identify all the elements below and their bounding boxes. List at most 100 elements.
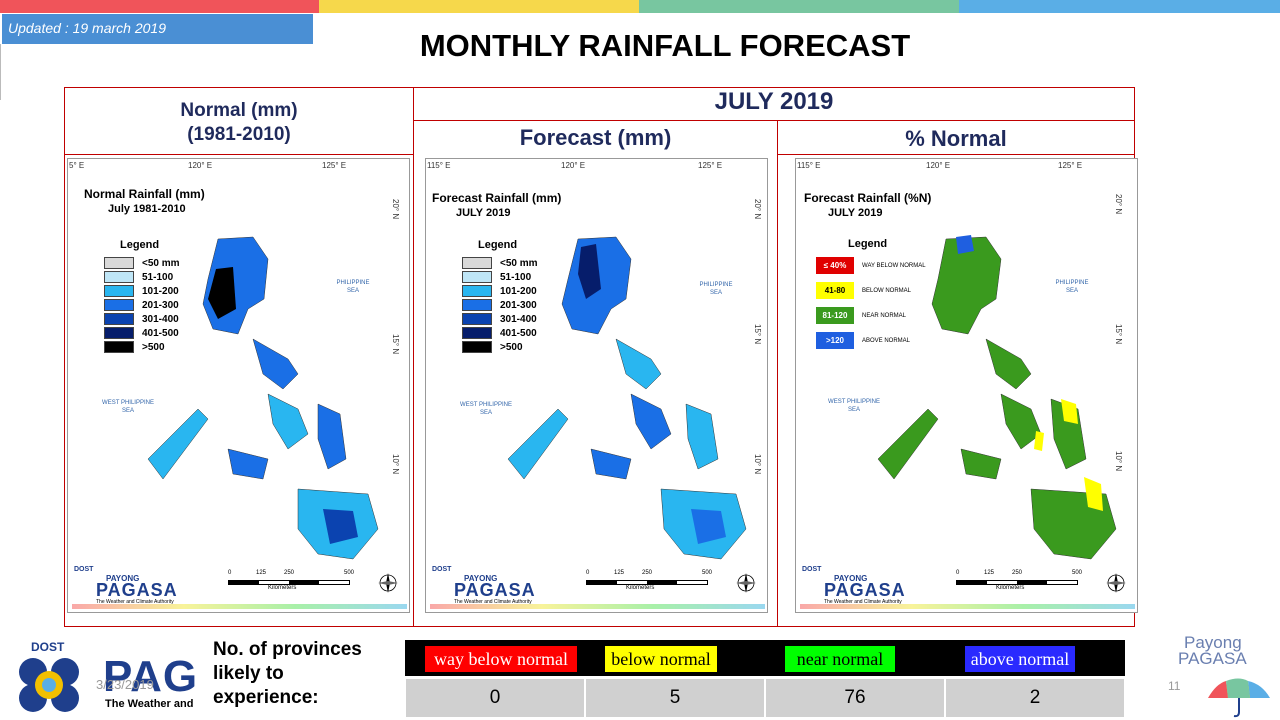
legend-item: 201-300 [462,299,537,311]
payong-pagasa-logo: Payong PAGASA [1170,632,1275,720]
provinces-line3: experience: [213,687,319,708]
lon-label: 125° E [698,161,723,170]
sea-label-east: PHILIPPINE SEA [699,282,733,296]
scale-bar: 0 125 250 500 Kilometers [586,570,716,594]
category-count: 0 [406,679,584,717]
scale-label: 125 [614,570,625,576]
dost-emblem-icon [19,658,79,712]
scale-label: 250 [642,570,653,576]
legend-swatch [104,299,134,311]
legend-label: 201-300 [500,299,537,311]
legend-item: 41-80 BELOW NORMAL [816,282,911,299]
legend-item: 101-200 [104,285,179,297]
map-title-line2: JULY 2019 [456,207,511,219]
left-edge-line [0,44,1,100]
legend-swatch [104,341,134,353]
lat-label: 15° N [753,324,762,345]
logo-payong: PAYONG [834,574,868,583]
legend-label: >500 [500,341,523,353]
scale-label: 500 [344,570,355,576]
legend-item: 51-100 [462,271,531,283]
logo-dost: DOST [432,566,452,573]
lon-label: 125° E [322,161,347,170]
forecast-rainfall-map-panel: 115° E 120° E 125° E 20° N 15° N 10° N F… [425,158,768,613]
logo-payong: PAYONG [464,574,498,583]
top-color-bar [0,0,1280,13]
logo-payong: PAYONG [106,574,140,583]
rainbow-strip [430,604,765,609]
sea-label-west: WEST PHILIPPINE SEA [102,400,154,414]
scale-label: 125 [984,570,995,576]
pagasa-logo: DOST PAYONG PAGASA The Weather and Clima… [802,566,912,605]
scale-bar: 0 125 250 500 Kilometers [228,570,358,594]
lat-label: 20° N [753,199,762,220]
payong-right-line1: Payong [1184,633,1242,652]
legend-item: <50 mm [104,257,180,269]
legend-label: 51-100 [142,271,174,283]
legend-item: 51-100 [104,271,173,283]
legend-item: <50 mm [462,257,538,269]
legend-item: >500 [462,341,523,353]
sea-label-east: PHILIPPINE SEA [336,280,370,294]
legend-label: 51-100 [500,271,532,283]
dost-pagasa-logo: DOST PAG The Weather and [15,640,205,716]
philippines-map [147,236,379,560]
legend-swatch [104,327,134,339]
provinces-caption: No. of provinces likely to experience: [213,638,362,710]
map-title-line2: July 1981-2010 [108,203,186,215]
normal-row-divider [64,154,414,155]
category-count: 2 [946,679,1124,717]
lat-label: 10° N [1114,451,1123,472]
legend-item: 201-300 [104,299,179,311]
lat-label: 10° N [391,454,400,475]
province-count-table: way below normal 0 below normal 5 near norma… [405,640,1125,717]
slide-date: 3/23/2019 [96,677,154,692]
lon-label: 5° E [69,161,85,170]
category-label: below normal [605,646,717,672]
legend-title: Legend [848,238,888,250]
legend-swatch: ≤ 40% [816,257,854,274]
scale-label: 500 [1072,570,1083,576]
legend-swatch [462,257,492,269]
legend-swatch [462,299,492,311]
pagasa-logo: DOST PAYONG PAGASA The Weather and Clima… [74,566,184,605]
legend-swatch [104,285,134,297]
scale-unit: Kilometers [268,585,297,591]
legend-swatch [462,271,492,283]
page-number: 11 [1168,679,1181,693]
scale-label: 0 [586,570,590,576]
sea-label-east: PHILIPPINE SEA [1055,280,1089,294]
legend-label: 301-400 [500,313,537,325]
legend-label: ABOVE NORMAL [862,337,911,344]
scale-unit: Kilometers [626,585,655,591]
month-header: JULY 2019 [714,88,834,115]
category-count: 5 [586,679,764,717]
legend-label: BELOW NORMAL [862,287,912,294]
logo-tag: The Weather and Climate Authority [96,599,174,605]
legend-label: 301-400 [142,313,179,325]
legend-swatch [462,341,492,353]
provinces-line2: likely to [213,663,284,684]
legend-label: >500 [142,341,165,353]
legend-swatch [104,257,134,269]
philippines-map [507,236,747,560]
legend-title: Legend [478,239,518,251]
philippines-map [877,235,1117,560]
pag-label: PAG [103,652,199,701]
legend-swatch [462,327,492,339]
logo-dost: DOST [74,566,94,573]
logo-pagasa: PAGASA [824,580,906,600]
scale-label: 0 [956,570,960,576]
logo-pagasa: PAGASA [96,580,178,600]
lon-label: 115° E [797,161,821,170]
category-count: 76 [766,679,944,717]
percent-normal-map-panel: 115° E 120° E 125° E 20° N 15° N 10° N F… [795,158,1138,613]
lon-label: 115° E [427,161,451,170]
logo-tag: The Weather and Climate Authority [824,599,902,605]
scale-bar: 0 125 250 500 Kilometers [956,570,1086,594]
compass-icon [378,573,398,593]
legend-swatch: 41-80 [816,282,854,299]
page-title: MONTHLY RAINFALL FORECAST [419,28,911,63]
legend-label: <50 mm [500,257,538,269]
forecast-header: Forecast (mm) [519,125,672,150]
